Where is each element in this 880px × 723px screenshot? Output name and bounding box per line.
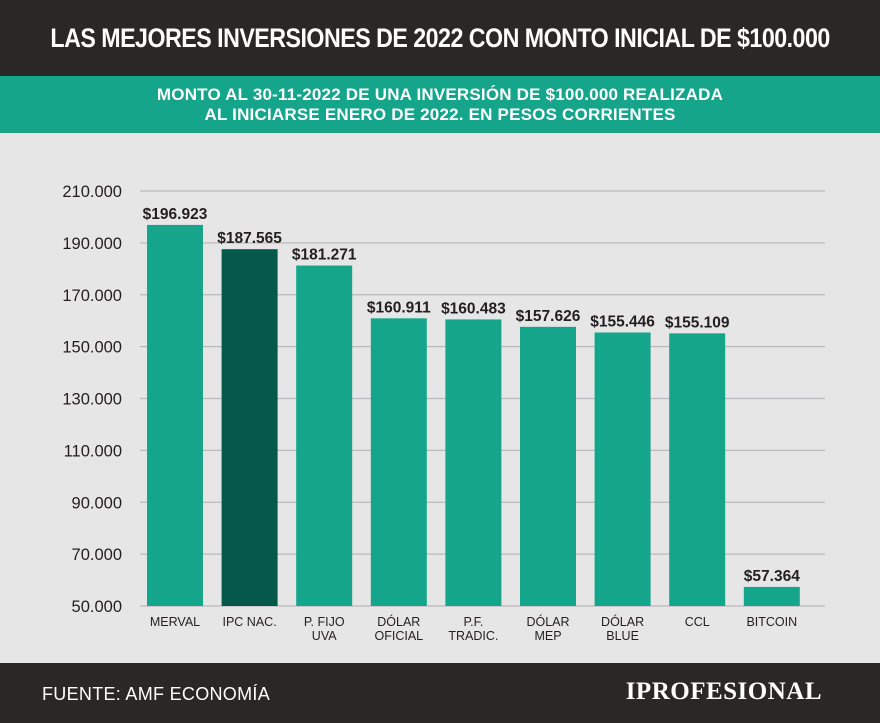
y-tick-label: 50.000 (72, 598, 122, 616)
bar (669, 333, 726, 606)
x-tick-label: UVA (312, 629, 337, 643)
y-tick-label: 210.000 (62, 183, 122, 201)
x-tick-label: P. FIJO (304, 615, 345, 629)
data-label: $155.446 (590, 313, 655, 330)
data-label: $160.483 (441, 300, 506, 317)
data-label: $155.109 (665, 314, 730, 331)
source-note: FUENTE: AMF ECONOMÍA (42, 684, 271, 704)
x-tick-label: OFICIAL (374, 629, 423, 643)
y-tick-label: 70.000 (72, 546, 122, 564)
footer-bar: FUENTE: AMF ECONOMÍA IPROFESIONAL (0, 663, 880, 723)
x-tick-label: DÓLAR (377, 614, 420, 629)
y-tick-label: 190.000 (62, 235, 122, 253)
data-label: $160.911 (367, 299, 431, 316)
data-label: $157.626 (516, 308, 581, 325)
chart-subtitle-line-1: MONTO AL 30-11-2022 DE UNA INVERSIÓN DE … (156, 84, 724, 104)
brand-logo: IPROFESIONAL (625, 678, 822, 705)
x-tick-label: BITCOIN (746, 615, 797, 629)
data-label: $57.364 (744, 568, 800, 585)
data-label: $187.565 (217, 230, 282, 247)
x-tick-label: MEP (534, 629, 561, 643)
bar-chart: 50.000 70.000 90.000 110.000 130.000 150.000 1… (62, 183, 825, 643)
bar (221, 249, 278, 606)
chart-title-bar: LAS MEJORES INVERSIONES DE 2022 CON MONT… (0, 0, 880, 76)
bar (743, 586, 800, 606)
data-label: $196.923 (143, 206, 208, 223)
chart-subtitle-band: MONTO AL 30-11-2022 DE UNA INVERSIÓN DE … (0, 76, 880, 133)
bar (594, 332, 651, 606)
y-tick-label: 150.000 (62, 339, 122, 357)
chart-subtitle-line-2: AL INICIARSE ENERO DE 2022. EN PESOS COR… (204, 104, 676, 124)
y-tick-label: 90.000 (72, 494, 122, 512)
bar (147, 224, 203, 607)
bar (370, 318, 427, 606)
x-tick-label: MERVAL (150, 615, 200, 629)
x-tick-label: TRADIC. (448, 629, 498, 643)
x-tick-label: DÓLAR (601, 614, 644, 629)
y-tick-label: 170.000 (62, 287, 122, 305)
x-tick-label: CCL (685, 615, 710, 629)
x-tick-label: DÓLAR (526, 614, 569, 629)
y-tick-label: 110.000 (64, 442, 122, 460)
x-tick-label: IPC NAC. (223, 615, 277, 629)
data-label: $181.271 (292, 247, 357, 264)
x-tick-label: P.F. (463, 615, 483, 629)
chart-title: LAS MEJORES INVERSIONES DE 2022 CON MONT… (50, 22, 830, 53)
bar (520, 326, 576, 606)
chart-area: 50.000 70.000 90.000 110.000 130.000 150.000 1… (0, 133, 880, 663)
y-tick-label: 130.000 (62, 391, 122, 409)
bar (445, 319, 502, 606)
x-tick-label: BLUE (606, 629, 639, 643)
bar (296, 265, 353, 606)
